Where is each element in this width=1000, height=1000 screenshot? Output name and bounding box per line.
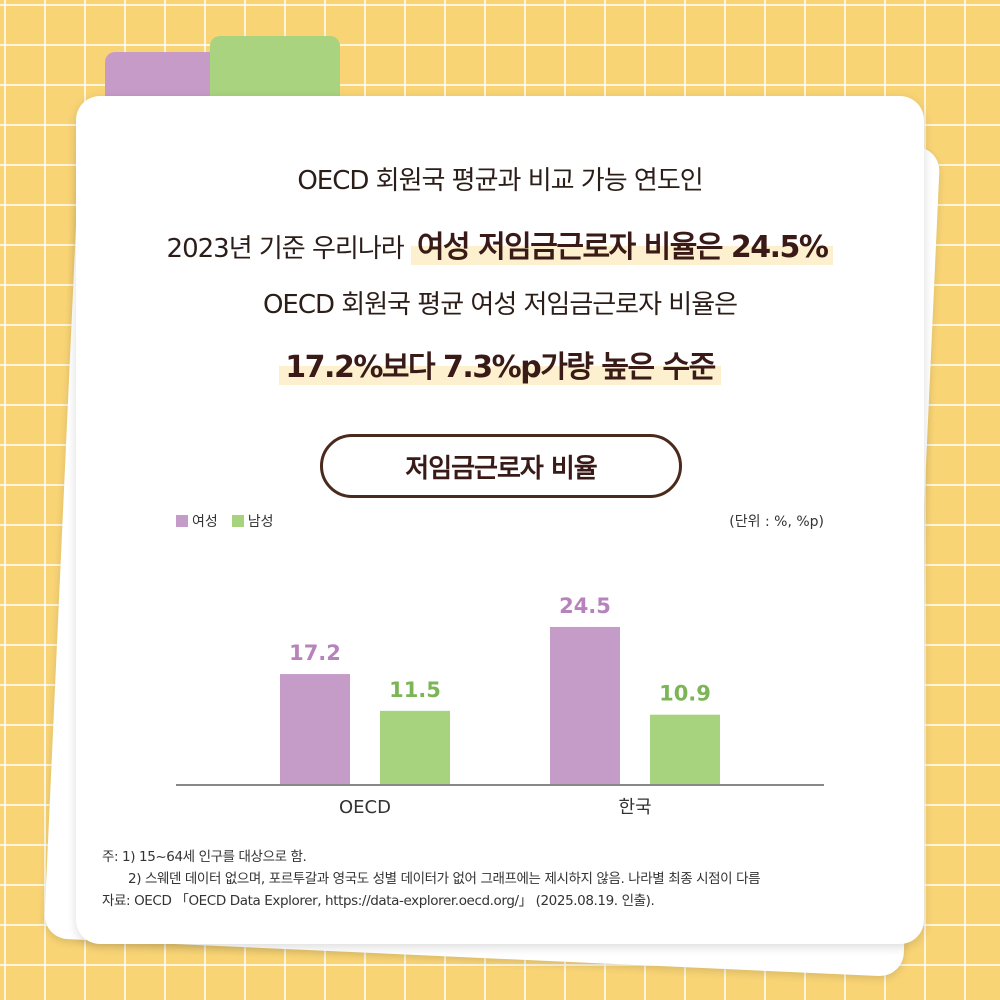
data-label-korea-male: 10.9 (659, 682, 711, 706)
legend-swatch-female (176, 515, 188, 527)
legend-label-male: 남성 (247, 514, 274, 530)
footnotes: 주: 1) 15~64세 인구를 대상으로 함. 2) 스웨덴 데이터 없으며,… (102, 846, 761, 912)
legend-item-male: 남성 (231, 511, 274, 531)
chart-title-pill: 저임금근로자 비율 (320, 434, 682, 498)
headline-line-1: OECD 회원국 평균과 비교 가능 연도인 (297, 166, 703, 196)
source-note: 자료: OECD 「OECD Data Explorer, https://da… (102, 893, 655, 909)
chart-legend: 여성 남성 (176, 511, 274, 531)
x-tick-label-oecd: OECD (339, 797, 391, 818)
data-label-oecd-male: 11.5 (389, 678, 441, 702)
footnote-1: 주: 1) 15~64세 인구를 대상으로 함. (102, 849, 307, 865)
data-label-oecd-female: 17.2 (289, 641, 341, 665)
headline-highlight-korea: 여성 저임금근로자 비율은 24.5% (410, 230, 834, 265)
footnote-2: 2) 스웨덴 데이터 없으며, 포르투갈과 영국도 성별 데이터가 없어 그래프… (128, 871, 761, 887)
bar-oecd-male (380, 710, 450, 785)
headline-line-3: OECD 회원국 평균 여성 저임금근로자 비율은 (262, 290, 738, 320)
bar-korea-male (650, 714, 720, 785)
bar-korea-female (550, 626, 620, 785)
headline-highlight-comparison: 17.2%보다 7.3%p가량 높은 수준 (279, 350, 721, 385)
x-tick-label-korea: 한국 (618, 797, 651, 818)
data-label-korea-female: 24.5 (559, 594, 611, 618)
legend-label-female: 여성 (192, 514, 218, 530)
legend-swatch-male (231, 515, 244, 527)
unit-label: (단위 : %, %p) (729, 514, 824, 530)
legend-item-female: 여성 (176, 511, 218, 531)
headline-line-2: 2023년 기준 우리나라 여성 저임금근로자 비율은 24.5% (0, 222, 1000, 266)
headline-line-4: 17.2%보다 7.3%p가량 높은 수준 (0, 342, 1000, 386)
bar-oecd-female (280, 674, 350, 785)
headline-line-2-prefix: 2023년 기준 우리나라 (166, 234, 405, 264)
